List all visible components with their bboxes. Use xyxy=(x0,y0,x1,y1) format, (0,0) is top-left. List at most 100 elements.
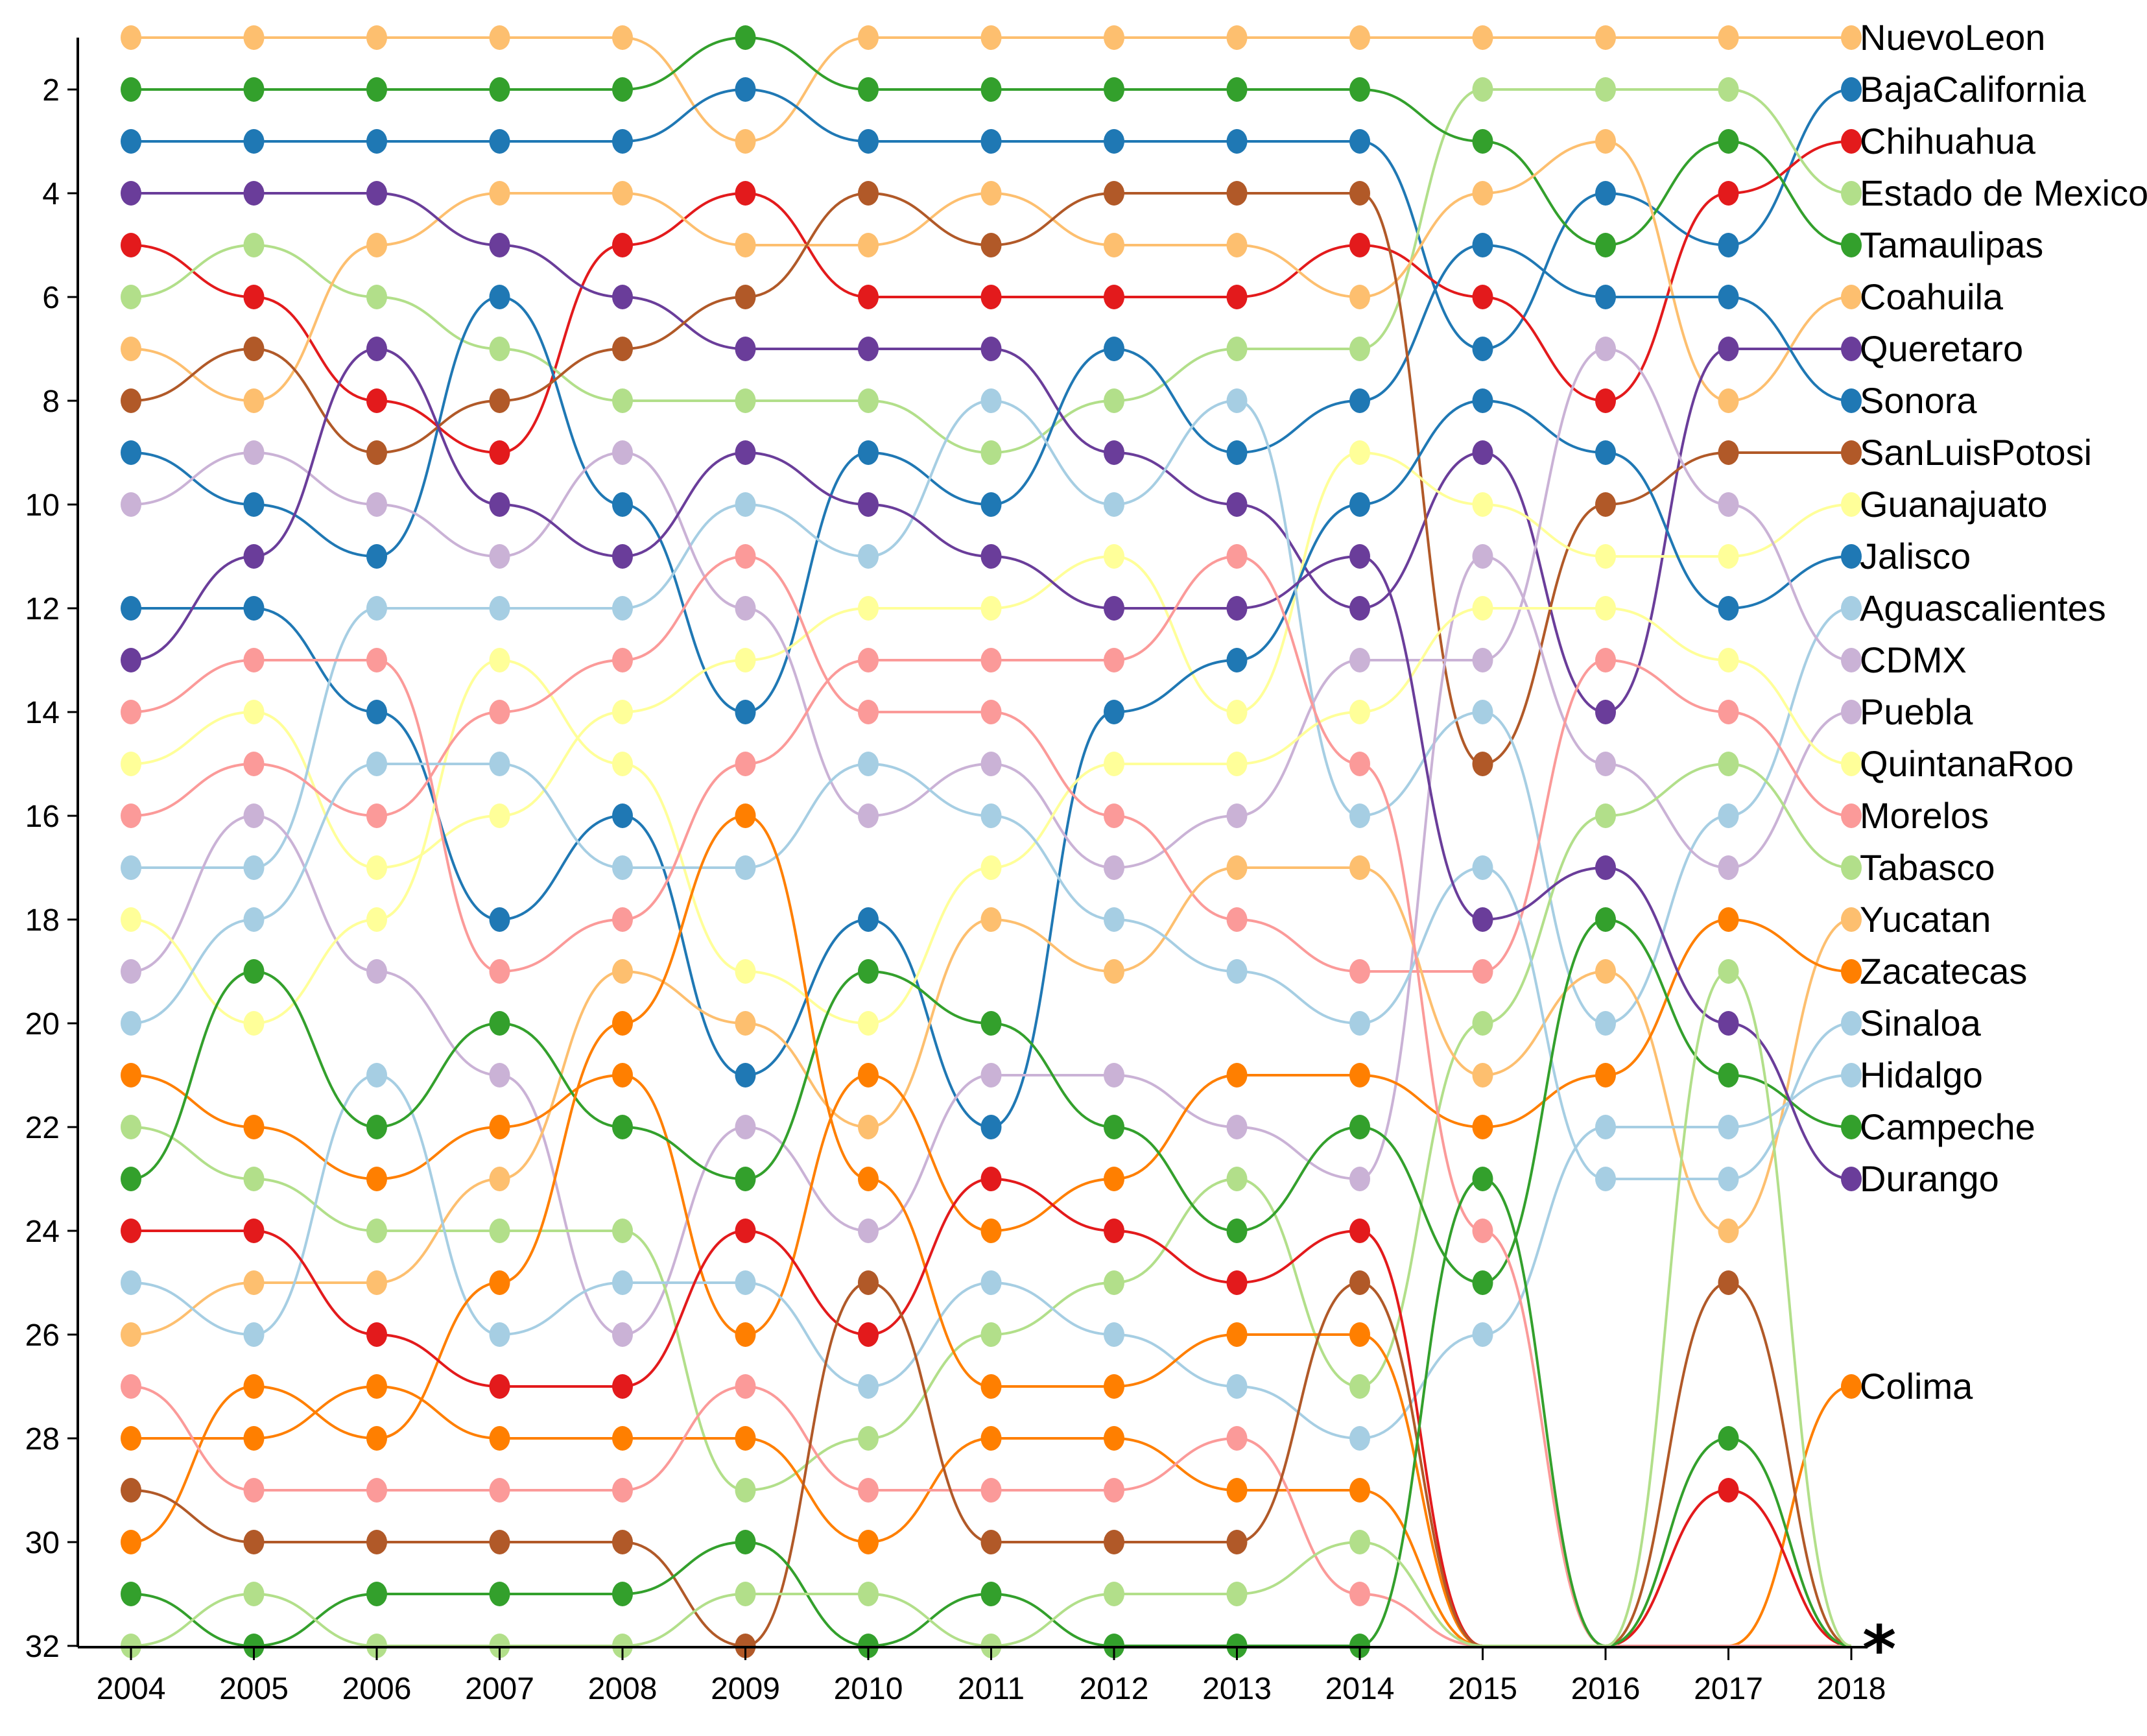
data-point xyxy=(121,1582,141,1606)
data-point xyxy=(1841,855,1862,880)
data-point xyxy=(366,337,387,361)
data-point xyxy=(980,1219,1002,1243)
data-point xyxy=(612,1219,633,1243)
data-point xyxy=(1841,803,1862,828)
data-point xyxy=(1104,1478,1124,1503)
y-tick-label: 4 xyxy=(42,177,60,211)
data-point xyxy=(858,1374,879,1399)
data-point xyxy=(366,1063,387,1088)
data-point xyxy=(366,855,387,880)
data-point xyxy=(858,129,879,154)
data-point xyxy=(1104,803,1124,828)
x-tick-label: 2004 xyxy=(97,1672,166,1706)
data-point xyxy=(1349,1582,1370,1606)
data-point xyxy=(735,544,756,569)
data-point xyxy=(735,25,756,50)
data-point xyxy=(489,337,510,361)
data-point xyxy=(1349,855,1370,880)
data-point xyxy=(1718,129,1739,154)
data-point xyxy=(243,285,265,309)
data-point xyxy=(612,77,633,102)
data-point xyxy=(1104,700,1124,724)
x-axis-ticks: 2004 2005 2006 2007 2008 2009 2010 2011 2012 2013… xyxy=(97,1647,1886,1706)
y-tick-label: 10 xyxy=(25,488,60,523)
data-point xyxy=(243,129,265,154)
data-point xyxy=(735,233,756,257)
data-point xyxy=(1718,285,1739,309)
data-point xyxy=(1472,25,1493,50)
data-point xyxy=(858,285,879,309)
data-point xyxy=(1472,1115,1493,1139)
data-point xyxy=(489,388,510,413)
data-point xyxy=(121,907,141,932)
data-point xyxy=(1226,1167,1248,1191)
data-point xyxy=(980,77,1002,102)
data-point xyxy=(1349,181,1370,206)
data-point xyxy=(121,1115,141,1139)
data-point xyxy=(1718,803,1739,828)
data-point xyxy=(1472,596,1493,621)
data-point xyxy=(366,648,387,672)
data-point xyxy=(121,1530,141,1554)
data-point xyxy=(243,233,265,257)
data-point xyxy=(1841,233,1862,257)
data-point xyxy=(1841,596,1862,621)
data-point xyxy=(1226,907,1248,932)
data-point xyxy=(612,25,633,50)
data-point xyxy=(1841,700,1862,724)
data-point xyxy=(735,648,756,672)
data-point xyxy=(612,1011,633,1036)
data-point xyxy=(1349,388,1370,413)
y-tick-label: 24 xyxy=(25,1215,60,1249)
x-tick-label: 2010 xyxy=(834,1672,903,1706)
data-point xyxy=(735,1011,756,1036)
data-point xyxy=(735,337,756,361)
data-point xyxy=(243,855,265,880)
data-point xyxy=(612,440,633,465)
series-label: Durango xyxy=(1860,1158,1999,1199)
data-point xyxy=(1104,855,1124,880)
data-point xyxy=(1718,1063,1739,1088)
series-line xyxy=(130,918,1852,1337)
data-point xyxy=(1104,1426,1124,1451)
data-point xyxy=(1718,959,1739,984)
data-point xyxy=(1595,337,1616,361)
data-point xyxy=(858,648,879,672)
data-point xyxy=(1349,752,1370,776)
data-point xyxy=(980,388,1002,413)
data-point xyxy=(1349,1478,1370,1503)
data-point xyxy=(858,1011,879,1036)
data-point xyxy=(1718,233,1739,257)
x-tick-label: 2017 xyxy=(1694,1672,1763,1706)
data-point xyxy=(1226,1530,1248,1554)
data-point xyxy=(366,1219,387,1243)
data-point xyxy=(735,285,756,309)
data-point xyxy=(489,959,510,984)
data-point xyxy=(489,1322,510,1347)
data-point xyxy=(1104,388,1124,413)
data-point xyxy=(121,1478,141,1503)
data-point xyxy=(1472,700,1493,724)
data-point xyxy=(243,25,265,50)
series-label: NuevoLeon xyxy=(1860,17,2045,58)
data-point xyxy=(612,129,633,154)
data-point xyxy=(735,492,756,517)
data-point xyxy=(980,1011,1002,1036)
data-point xyxy=(121,1426,141,1451)
data-point xyxy=(1472,1011,1493,1036)
data-point xyxy=(858,1530,879,1554)
data-point xyxy=(980,803,1002,828)
data-point xyxy=(1841,25,1862,50)
data-point xyxy=(612,1063,633,1088)
data-point xyxy=(858,1167,879,1191)
data-point xyxy=(1718,700,1739,724)
data-point xyxy=(366,25,387,50)
data-point xyxy=(121,440,141,465)
data-point xyxy=(1472,388,1493,413)
data-point xyxy=(243,1270,265,1295)
data-point xyxy=(1226,1582,1248,1606)
data-point xyxy=(858,1063,879,1088)
data-point xyxy=(980,544,1002,569)
data-point xyxy=(1472,907,1493,932)
